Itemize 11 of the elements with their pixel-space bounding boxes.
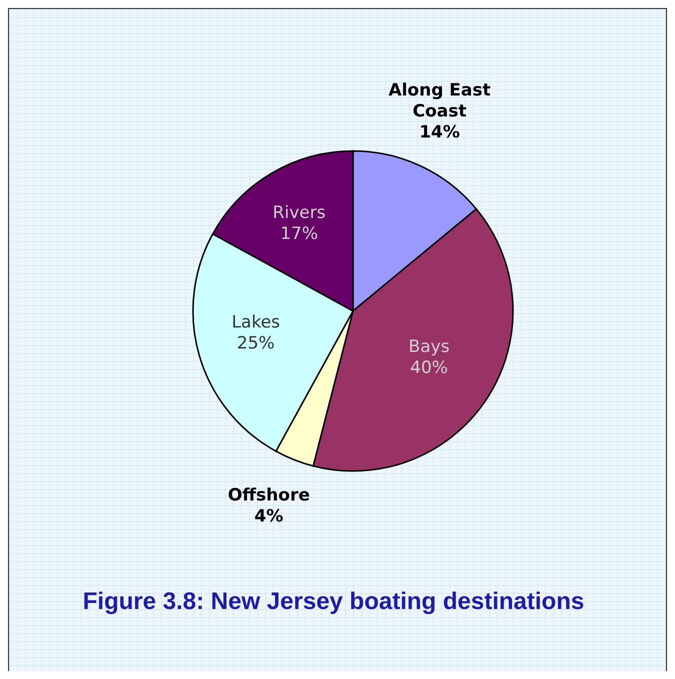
data-label: 4% xyxy=(254,506,284,526)
data-label: 14% xyxy=(419,122,460,142)
slice-label: Rivers xyxy=(272,202,326,223)
slice-label: Bays xyxy=(408,336,450,357)
data-label: 40% xyxy=(410,358,448,378)
slice-label: Lakes xyxy=(232,312,280,332)
slice-label: Along East Coast xyxy=(388,80,491,122)
data-label: 17% xyxy=(280,224,318,244)
slice-label: Offshore xyxy=(228,485,310,506)
data-label: 25% xyxy=(236,332,275,353)
text: Figure 3.8: New Jersey boating destinations xyxy=(82,588,584,615)
